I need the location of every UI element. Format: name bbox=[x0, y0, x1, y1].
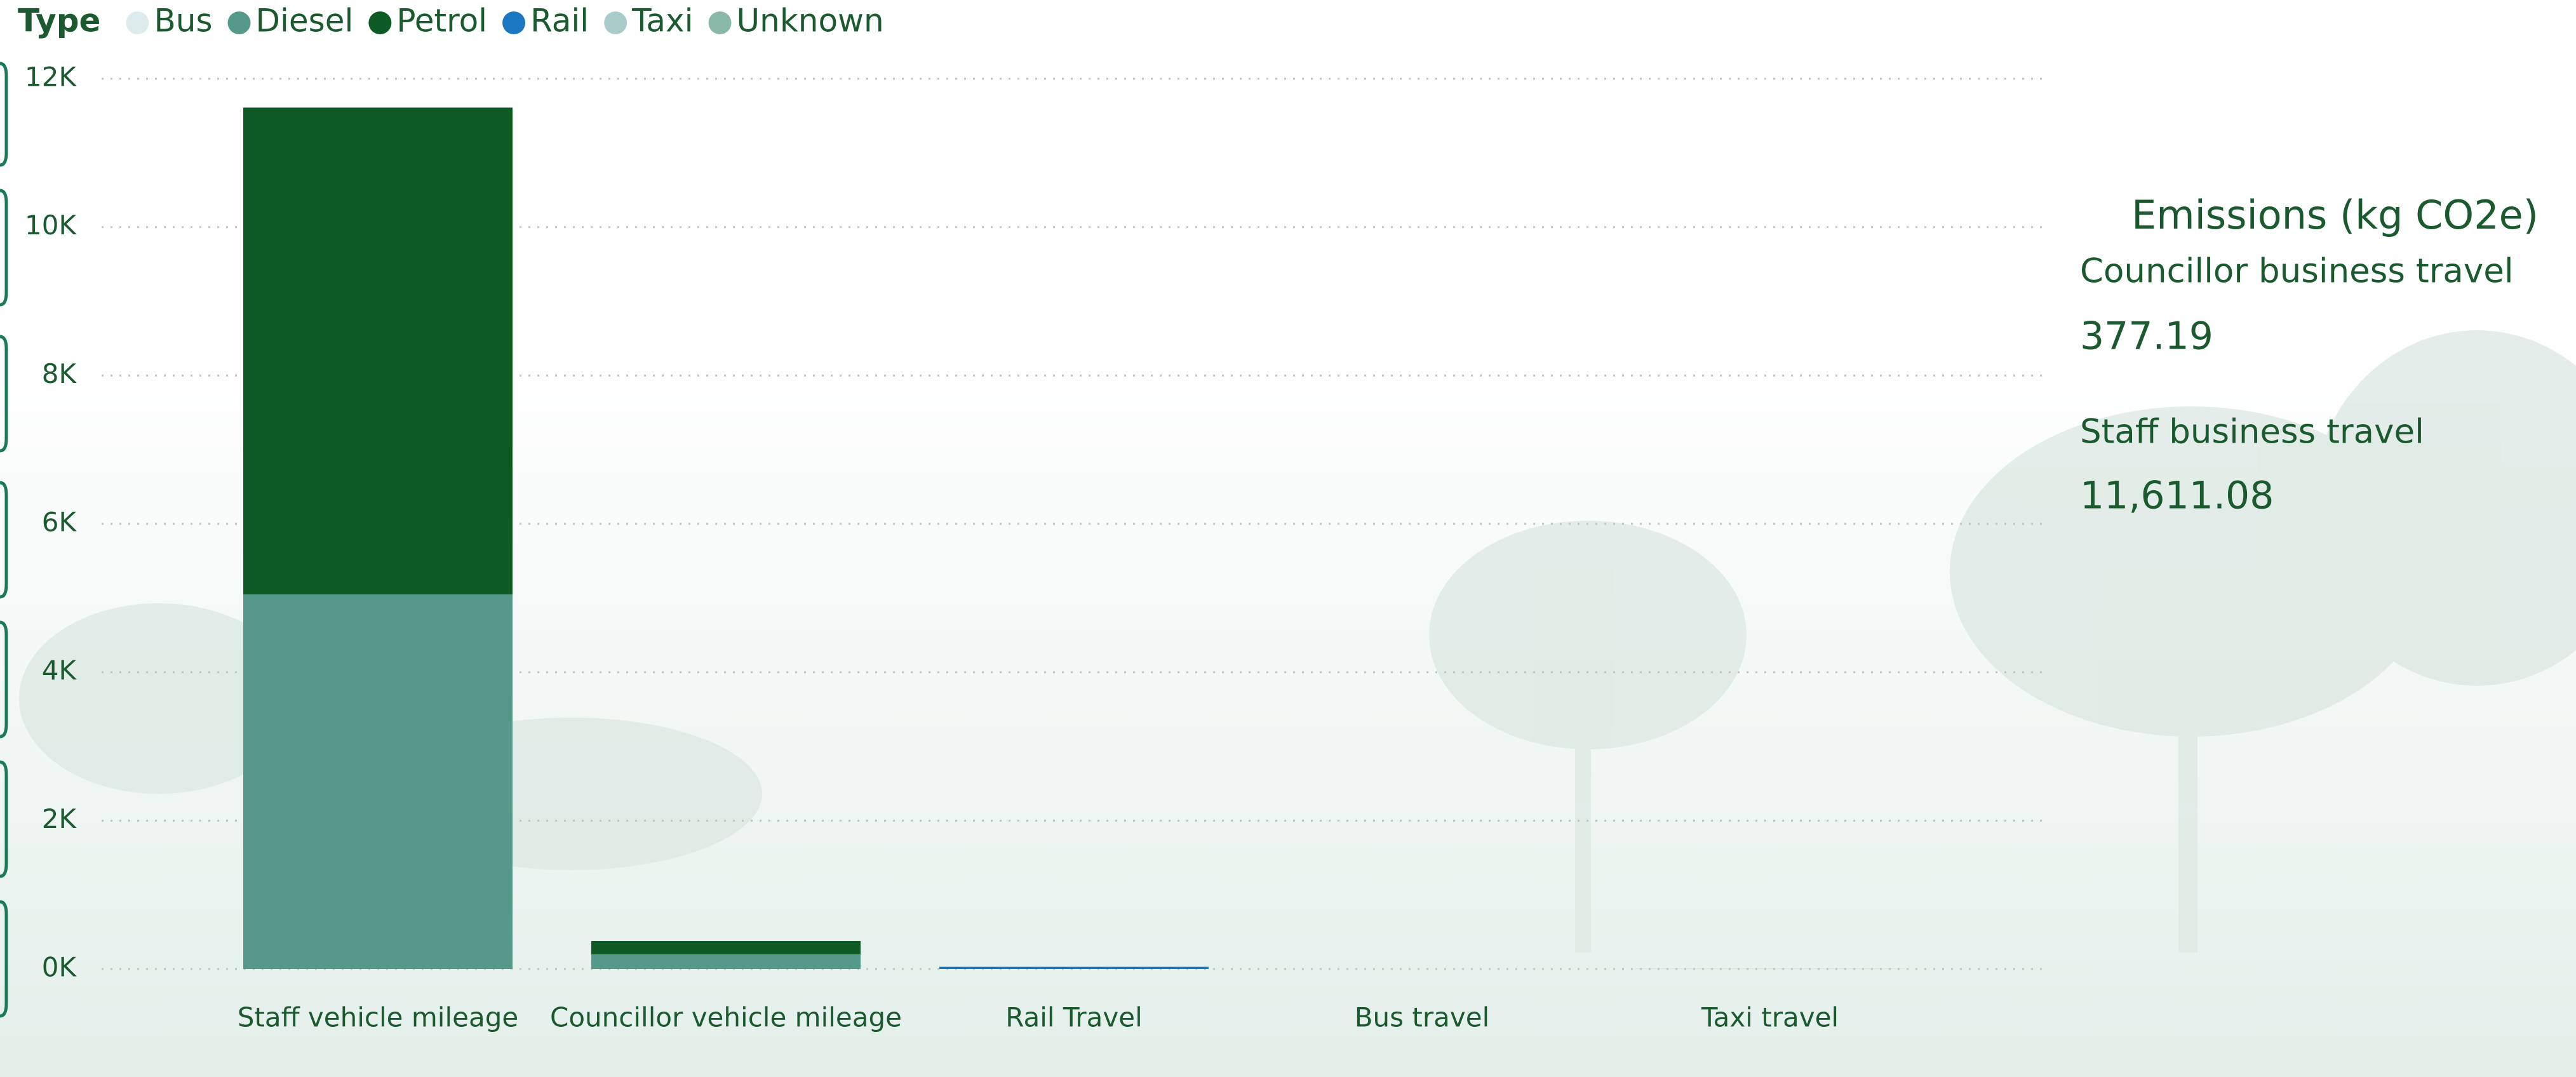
legend-label: Diesel bbox=[256, 3, 354, 39]
legend-label: Bus bbox=[154, 3, 212, 39]
y-tick-label: 8K bbox=[42, 358, 77, 389]
legend-marker bbox=[708, 11, 732, 34]
card-value: 11,611.08 bbox=[2080, 474, 2274, 518]
x-tick-label: Bus travel bbox=[1355, 1002, 1490, 1033]
legend-marker bbox=[227, 11, 251, 34]
bar-segment bbox=[243, 107, 513, 594]
x-tick-label: Staff vehicle mileage bbox=[238, 1002, 518, 1033]
y-tick-label: 12K bbox=[25, 62, 77, 93]
card-value: 377.19 bbox=[2080, 314, 2213, 359]
legend-label: Rail bbox=[530, 3, 589, 39]
y-tick-label: 4K bbox=[42, 655, 77, 686]
card-label: Councillor business travel bbox=[2080, 252, 2514, 291]
legend-label: Petrol bbox=[396, 3, 487, 39]
y-tick-label: 6K bbox=[42, 507, 77, 538]
legend-marker bbox=[604, 11, 627, 34]
legend-marker bbox=[368, 11, 392, 34]
bar-segment bbox=[591, 954, 861, 969]
x-tick-label: Councillor vehicle mileage bbox=[550, 1002, 902, 1033]
x-tick-label: Rail Travel bbox=[1005, 1002, 1143, 1033]
y-tick-label: 10K bbox=[25, 210, 77, 241]
y-tick-label: 2K bbox=[42, 803, 77, 834]
legend-marker bbox=[126, 11, 149, 34]
card-title: Emissions (kg CO2e) bbox=[2131, 192, 2539, 238]
legend-marker bbox=[502, 11, 526, 34]
bar-segment bbox=[243, 594, 513, 969]
left-decor bbox=[0, 62, 8, 1018]
legend-label: Unknown bbox=[737, 3, 884, 39]
legend-label: Taxi bbox=[631, 3, 693, 39]
bar-segment bbox=[939, 967, 1209, 969]
x-tick-label: Taxi travel bbox=[1701, 1002, 1839, 1033]
y-tick-label: 0K bbox=[42, 952, 77, 983]
card-label: Staff business travel bbox=[2080, 413, 2424, 452]
bar-segment bbox=[591, 940, 861, 954]
legend-title: Type bbox=[18, 3, 100, 39]
tree-decor bbox=[19, 330, 2576, 953]
